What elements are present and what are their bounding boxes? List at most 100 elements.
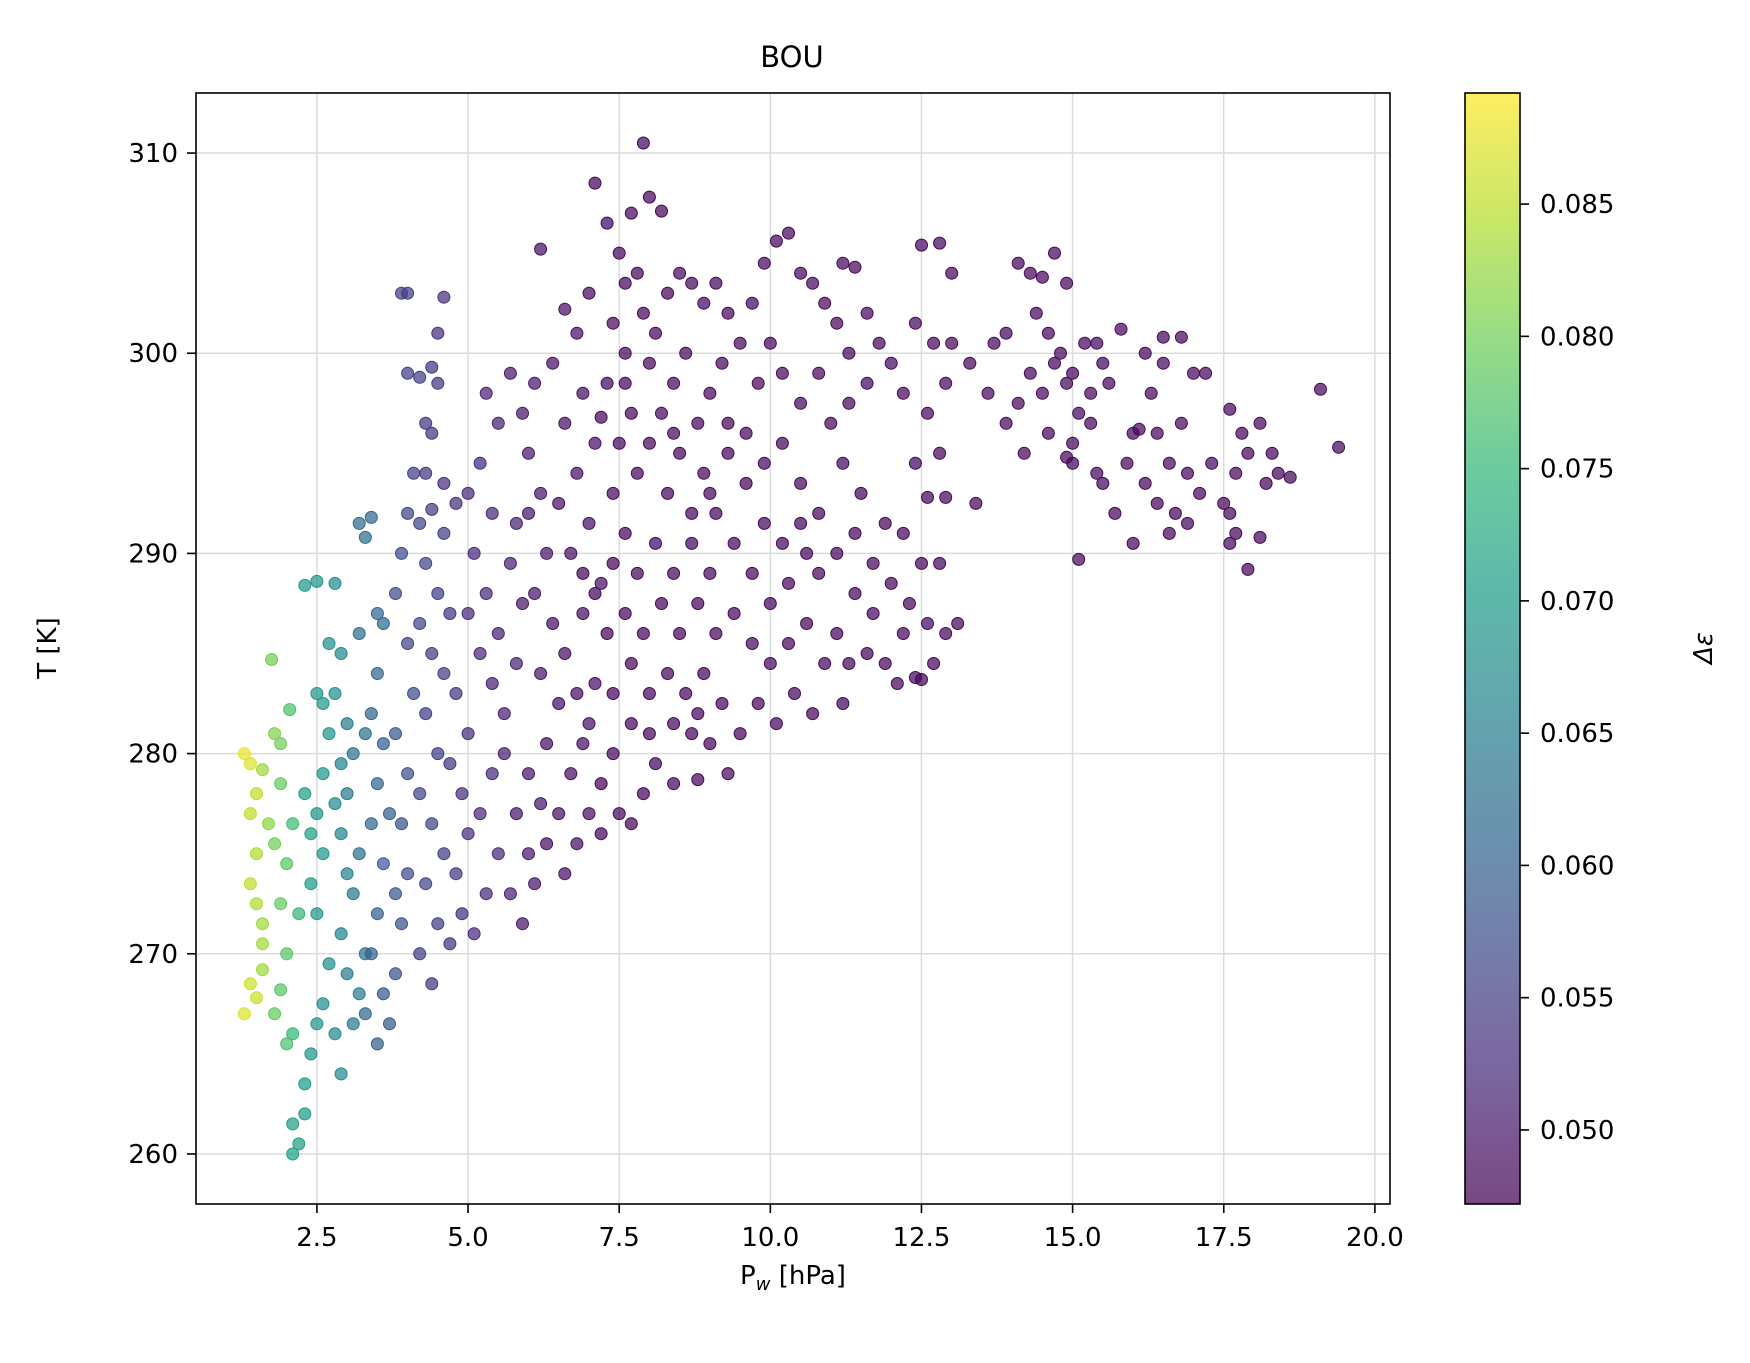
scatter-point — [280, 857, 294, 871]
scatter-point — [727, 607, 741, 620]
scatter-point — [328, 1027, 342, 1041]
scatter-point — [1090, 466, 1104, 480]
scatter-point — [969, 496, 983, 510]
scatter-point — [364, 947, 378, 961]
scatter-point — [624, 717, 638, 731]
scatter-point — [413, 617, 427, 630]
scatter-point — [250, 991, 263, 1005]
scatter-point — [1253, 530, 1267, 544]
scatter-point — [1241, 446, 1255, 460]
scatter-point — [630, 566, 644, 580]
scatter-point — [558, 416, 572, 430]
scatter-point — [256, 917, 269, 931]
scatter-point — [1138, 476, 1152, 490]
scatter-point — [933, 556, 947, 570]
scatter-point — [534, 486, 548, 500]
scatter-point — [1048, 356, 1061, 370]
scatter-point — [896, 627, 910, 640]
colorbar-tick-label: 0.050 — [1540, 1116, 1614, 1146]
scatter-point — [709, 276, 723, 290]
scatter-point — [280, 1037, 294, 1051]
scatter-point — [419, 707, 433, 721]
scatter-point — [352, 627, 366, 640]
scatter-point — [540, 546, 554, 560]
y-axis-label: T [K] — [33, 617, 63, 679]
scatter-point — [933, 446, 947, 460]
scatter-point — [1078, 336, 1092, 350]
scatter-point — [570, 837, 584, 851]
scatter-point — [546, 356, 560, 370]
scatter-point — [794, 476, 808, 490]
scatter-point — [461, 486, 475, 500]
scatter-point — [1041, 426, 1055, 440]
scatter-point — [945, 266, 959, 280]
scatter-point — [1084, 386, 1098, 400]
x-axis-label: Pw [hPa] — [740, 1261, 846, 1295]
scatter-point — [915, 238, 928, 252]
colorbar-ticks: 0.050 0.055 0.060 0.065 0.070 0.075 0.080 0.085 — [1520, 190, 1614, 1146]
scatter-point — [582, 516, 596, 530]
scatter-point — [691, 416, 705, 430]
scatter-point — [401, 767, 415, 781]
scatter-point — [661, 486, 675, 500]
scatter-point — [612, 436, 626, 450]
scatter-point — [425, 502, 439, 516]
scatter-point — [848, 260, 862, 274]
scatter-point — [836, 697, 850, 710]
x-tick-label: 10.0 — [741, 1223, 799, 1253]
scatter-point — [250, 847, 263, 861]
colorbar-tick-label: 0.065 — [1540, 719, 1614, 749]
scatter-point — [340, 787, 354, 801]
scatter-point — [618, 276, 632, 290]
scatter-point — [274, 897, 288, 911]
scatter-point — [667, 777, 681, 791]
scatter-point — [600, 216, 614, 230]
scatter-point — [1265, 446, 1279, 460]
scatter-point — [1181, 516, 1194, 530]
scatter-point — [256, 937, 269, 951]
scatter-point — [1029, 306, 1043, 320]
scatter-point — [243, 977, 257, 991]
colorbar-tick-label: 0.085 — [1540, 190, 1614, 220]
scatter-point — [304, 1047, 318, 1061]
scatter-point — [679, 346, 693, 360]
scatter-point — [963, 356, 977, 370]
scatter-point — [316, 767, 330, 781]
scatter-point — [896, 526, 910, 540]
scatter-point — [243, 757, 257, 771]
scatter-point — [1235, 426, 1249, 440]
scatter-point — [328, 576, 342, 590]
scatter-point — [364, 817, 378, 831]
scatter-point — [921, 617, 934, 630]
scatter-point — [800, 546, 814, 560]
scatter-point — [945, 336, 959, 350]
scatter-point — [401, 637, 415, 650]
scatter-point — [1011, 256, 1025, 270]
scatter-point — [304, 877, 318, 891]
scatter-point — [522, 506, 535, 520]
scatter-point — [1060, 276, 1074, 290]
scatter-point — [395, 546, 408, 560]
scatter-point — [636, 787, 650, 801]
scatter-point — [951, 617, 965, 630]
scatter-point — [667, 376, 681, 390]
scatter-point — [431, 587, 445, 600]
scatter-point — [334, 927, 348, 941]
scatter-point — [782, 226, 795, 240]
scatter-point — [389, 587, 402, 600]
scatter-point — [395, 817, 408, 831]
scatter-point — [1193, 486, 1207, 500]
scatter-point — [376, 617, 390, 630]
scatter-point — [842, 396, 856, 410]
scatter-point — [491, 416, 505, 430]
scatter-point — [727, 536, 741, 550]
scatter-point — [1223, 506, 1237, 520]
scatter-point — [370, 667, 384, 680]
scatter-point — [298, 787, 312, 801]
scatter-point — [854, 486, 868, 500]
scatter-point — [310, 1017, 324, 1031]
scatter-point — [558, 647, 572, 660]
scatter-point — [262, 817, 275, 831]
scatter-point — [352, 847, 366, 861]
y-tick-label: 260 — [128, 1140, 178, 1170]
